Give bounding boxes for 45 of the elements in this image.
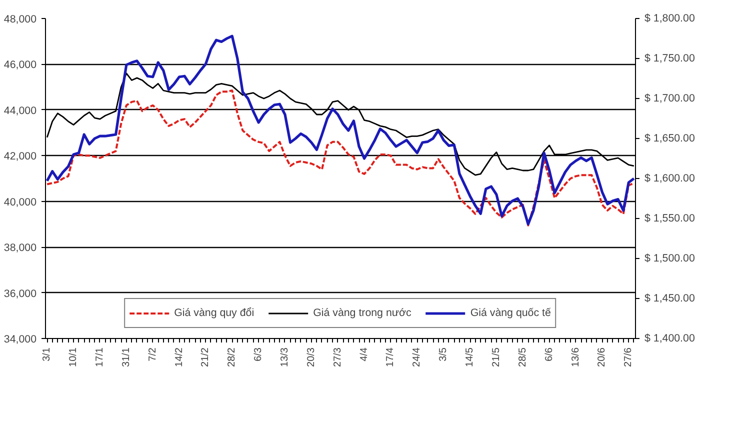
- x-tick-label: 21/2: [200, 347, 212, 367]
- x-tick-label: 13/6: [570, 347, 582, 367]
- x-tick-label: 10/1: [68, 347, 80, 367]
- x-tick-label: 6/6: [544, 347, 555, 362]
- line-series: [46, 90, 635, 226]
- x-tick-label: 31/1: [120, 347, 132, 367]
- x-tick-label: 14/2: [174, 347, 185, 367]
- y2-tick-label: $ 1,650.00: [644, 132, 695, 144]
- y-tick-label: 38,000: [4, 242, 37, 254]
- x-tick-label: 28/2: [226, 347, 238, 367]
- y-tick-label: 42,000: [4, 150, 37, 163]
- legend-label: Giá vàng quy đổi: [174, 307, 254, 319]
- y-tick-label: 36,000: [4, 288, 37, 300]
- x-tick-label: 28/5: [517, 347, 528, 367]
- y-tick-label: 34,000: [4, 334, 37, 346]
- y2-tick-label: $ 1,600.00: [644, 172, 695, 184]
- x-tick-label: 27/6: [623, 347, 634, 367]
- legend-label: Giá vàng trong nước: [313, 307, 412, 319]
- y2-tick-label: $ 1,800.00: [644, 12, 695, 24]
- y-tick-label: 40,000: [4, 196, 37, 208]
- y2-tick-label: $ 1,550.00: [644, 212, 695, 224]
- x-tick-label: 20/6: [596, 347, 608, 367]
- x-tick-label: 4/4: [358, 347, 370, 362]
- y-tick-label: 48,000: [4, 14, 37, 26]
- x-tick-label: 24/4: [412, 347, 423, 367]
- x-tick-label: 21/5: [490, 347, 502, 367]
- x-tick-label: 6/3: [253, 347, 264, 362]
- y2-tick-label: $ 1,500.00: [644, 252, 695, 264]
- x-tick-label: 7/2: [147, 347, 158, 362]
- x-tick-label: 17/4: [385, 347, 396, 367]
- x-tick-label: 14/5: [464, 347, 476, 367]
- x-tick-label: 3/5: [438, 347, 450, 362]
- y2-tick-label: $ 1,400.00: [644, 332, 695, 344]
- y2-tick-label: $ 1,750.00: [644, 52, 695, 64]
- y-tick-label: 46,000: [4, 59, 37, 72]
- y2-tick-label: $ 1,450.00: [644, 292, 695, 304]
- x-tick-label: 3/1: [42, 347, 53, 362]
- line-series: [46, 34, 636, 226]
- x-tick-label: 27/3: [332, 347, 344, 367]
- legend-label: Giá vàng quốc tế: [470, 307, 551, 319]
- x-tick-label: 17/1: [94, 347, 106, 367]
- x-tick-label: 20/3: [306, 347, 317, 367]
- y-tick-label: 44,000: [4, 104, 37, 117]
- x-tick-label: 13/3: [279, 347, 290, 367]
- y2-tick-label: $ 1,700.00: [644, 92, 695, 104]
